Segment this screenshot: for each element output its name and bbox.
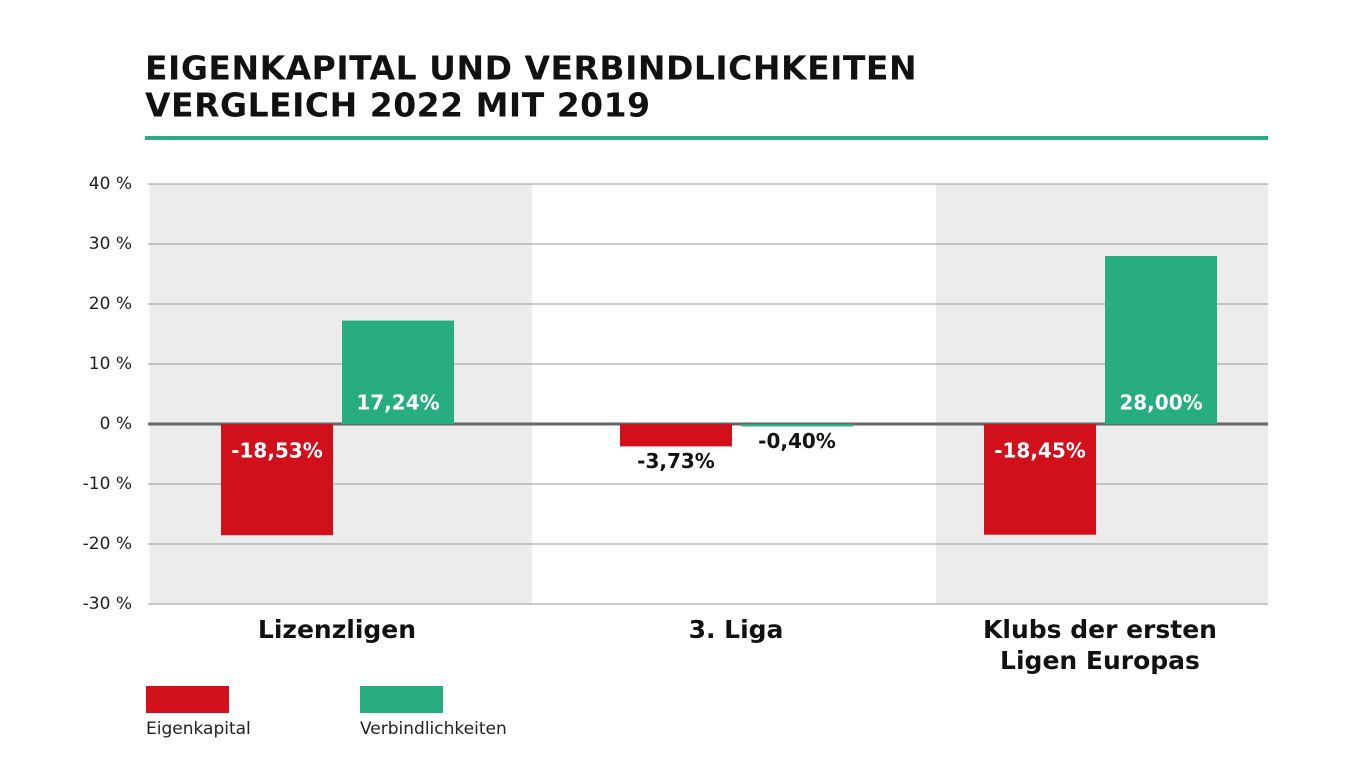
legend-label: Eigenkapital: [146, 719, 251, 739]
y-tick-label: 40 %: [89, 174, 132, 194]
x-tick-label: Lizenzligen: [257, 615, 417, 644]
value-label: 17,24%: [356, 391, 439, 415]
y-tick-label: -10 %: [83, 474, 132, 494]
plot-background: [150, 184, 1268, 604]
bar: [984, 424, 1096, 535]
title-rule: [145, 136, 1268, 140]
bar: [342, 320, 454, 424]
y-tick-label: -30 %: [83, 594, 132, 614]
bar: [1105, 256, 1217, 424]
legend-label: Verbindlichkeiten: [360, 719, 507, 739]
value-label: -3,73%: [637, 449, 715, 473]
y-tick-label: -20 %: [83, 534, 132, 554]
value-label: 28,00%: [1119, 391, 1202, 415]
legend-swatch: [360, 686, 443, 713]
y-tick-label: 30 %: [89, 234, 132, 254]
x-tick-label: 3. Liga: [688, 615, 784, 644]
bar: [741, 424, 853, 427]
y-tick-label: 10 %: [89, 354, 132, 374]
chart-title: VERGLEICH 2022 MIT 2019: [145, 86, 651, 125]
x-tick-label: Klubs der ersten Ligen Europas: [983, 615, 1217, 675]
value-label: -18,45%: [994, 439, 1086, 463]
bars: [221, 256, 1217, 536]
bar: [221, 424, 333, 536]
chart-title: EIGENKAPITAL UND VERBINDLICHKEITEN: [145, 49, 917, 88]
value-label: -18,53%: [231, 439, 323, 463]
y-tick-label: 20 %: [89, 294, 132, 314]
band-shade: [150, 184, 532, 604]
labels: 40 % 30 % 20 % 10 % 0 % -10 % -20 % -30 % -18,53…: [83, 174, 1203, 614]
band-shade: [936, 184, 1268, 604]
bar: [620, 424, 732, 447]
legend-swatch: [146, 686, 229, 713]
y-tick-label: 0 %: [100, 414, 132, 434]
value-label: -0,40%: [758, 429, 836, 453]
